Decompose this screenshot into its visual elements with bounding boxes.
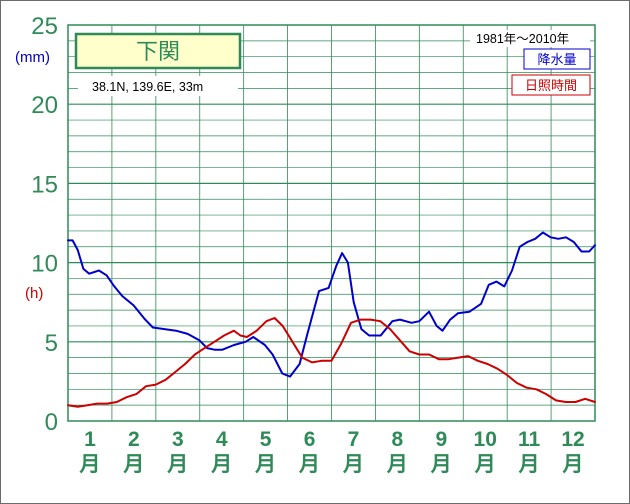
legend-box-precip: [523, 48, 591, 70]
plot-border: [67, 24, 596, 422]
period-bg: [470, 30, 590, 47]
x-tick-suffix: 月: [430, 453, 452, 476]
x-tick-label: 12: [561, 428, 584, 451]
series-layer: [67, 231, 596, 408]
x-tick-suffix: 月: [254, 453, 276, 476]
x-tick-suffix: 月: [298, 453, 320, 476]
x-tick-label: 7: [348, 428, 360, 451]
x-tick-suffix: 月: [386, 453, 408, 476]
y-tick-label: 20: [31, 92, 58, 119]
legend-sunshine-label: 日照時間: [525, 78, 577, 93]
x-tick-label: 3: [172, 428, 184, 451]
x-tick-suffix: 月: [122, 453, 144, 476]
y-tick-label: 15: [31, 171, 58, 198]
x-tick-suffix: 月: [78, 453, 100, 476]
y-tick-label: 5: [45, 330, 58, 357]
x-tick-suffix: 月: [562, 453, 584, 476]
x-tick-label: 6: [304, 428, 316, 451]
x-tick-label: 2: [128, 428, 140, 451]
x-tick-label: 9: [435, 428, 447, 451]
location-label: 38.1N, 139.6E, 33m: [92, 80, 203, 94]
x-tick-label: 10: [474, 428, 497, 451]
x-tick-label: 8: [392, 428, 404, 451]
title-box: [74, 32, 242, 70]
x-tick-suffix: 月: [166, 453, 188, 476]
x-tick-suffix: 月: [210, 453, 232, 476]
x-tick-suffix: 月: [518, 453, 540, 476]
x-tick-suffix: 月: [474, 453, 496, 476]
x-tick-label: 5: [260, 428, 272, 451]
x-tick-label: 11: [518, 428, 541, 451]
y-tick-label: 10: [31, 251, 58, 278]
x-tick-suffix: 月: [342, 453, 364, 476]
x-tick-label: 1: [84, 428, 96, 451]
legend-box-sunshine: [511, 74, 591, 96]
chart-title: 下関: [136, 39, 180, 64]
y-tick-label: 25: [31, 13, 58, 40]
unit-label-h: (h): [25, 285, 43, 302]
period-label: 1981年〜2010年: [476, 32, 569, 46]
y-tick-labels: 0 5 10 15 20 25: [31, 13, 58, 436]
y-tick-label: 0: [45, 409, 58, 436]
x-tick-label: 4: [216, 428, 228, 451]
legend-precip-label: 降水量: [537, 52, 576, 67]
sunshine-line: [67, 317, 596, 408]
unit-label-mm: (mm): [15, 49, 50, 66]
precipitation-line: [67, 231, 596, 378]
location-bg: [78, 76, 238, 96]
